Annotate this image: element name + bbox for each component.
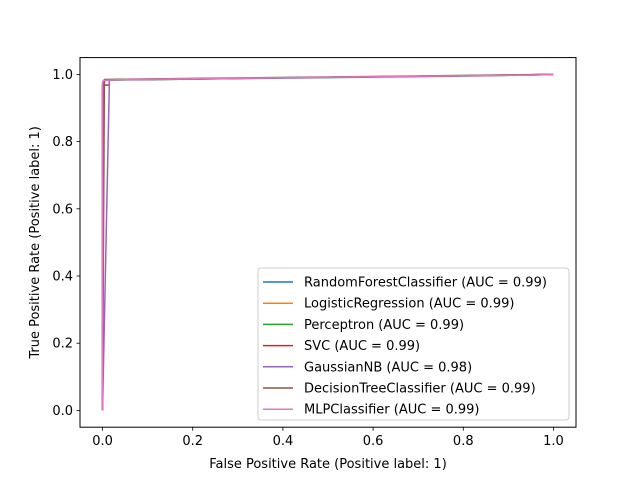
legend-label-2: LogisticRegression (AUC = 0.99)	[304, 297, 514, 312]
x-axis-label: False Positive Rate (Positive label: 1)	[209, 457, 447, 472]
legend-label-1: RandomForestClassifier (AUC = 0.99)	[304, 276, 547, 291]
y-tick-label: 0.0	[52, 404, 73, 419]
x-tick-label: 1.0	[543, 434, 564, 449]
y-tick-label: 0.2	[52, 337, 73, 352]
legend-label-5: GaussianNB (AUC = 0.98)	[304, 360, 472, 375]
series-layer	[101, 73, 554, 411]
x-tick-label: 0.4	[273, 434, 294, 449]
x-axis-ticks: 0.0 0.2 0.4 0.6 0.8 1.0	[92, 427, 564, 449]
y-axis-ticks: 0.0 0.2 0.4 0.6 0.8 1.0	[52, 68, 80, 419]
y-tick-label: 0.6	[52, 202, 73, 217]
legend-frame	[257, 267, 570, 421]
x-tick-label: 0.6	[363, 434, 384, 449]
legend-label-7: MLPClassifier (AUC = 0.99)	[304, 403, 480, 418]
legend-label-6: DecisionTreeClassifier (AUC = 0.99)	[304, 382, 536, 397]
legend-label-4: SVC (AUC = 0.99)	[304, 339, 420, 354]
x-tick-label: 0.0	[92, 434, 113, 449]
series-line-7	[101, 73, 554, 411]
y-axis-label: True Positive Rate (Positive label: 1)	[28, 126, 43, 360]
y-tick-label: 0.8	[52, 135, 73, 150]
x-tick-label: 0.8	[453, 434, 474, 449]
y-tick-label: 1.0	[52, 68, 73, 83]
y-tick-label: 0.4	[52, 270, 73, 285]
x-tick-label: 0.2	[182, 434, 203, 449]
plot-frame	[79, 57, 577, 428]
legend: RandomForestClassifier (AUC = 0.99) Logis…	[257, 267, 570, 421]
legend-label-3: Perceptron (AUC = 0.99)	[304, 318, 464, 333]
